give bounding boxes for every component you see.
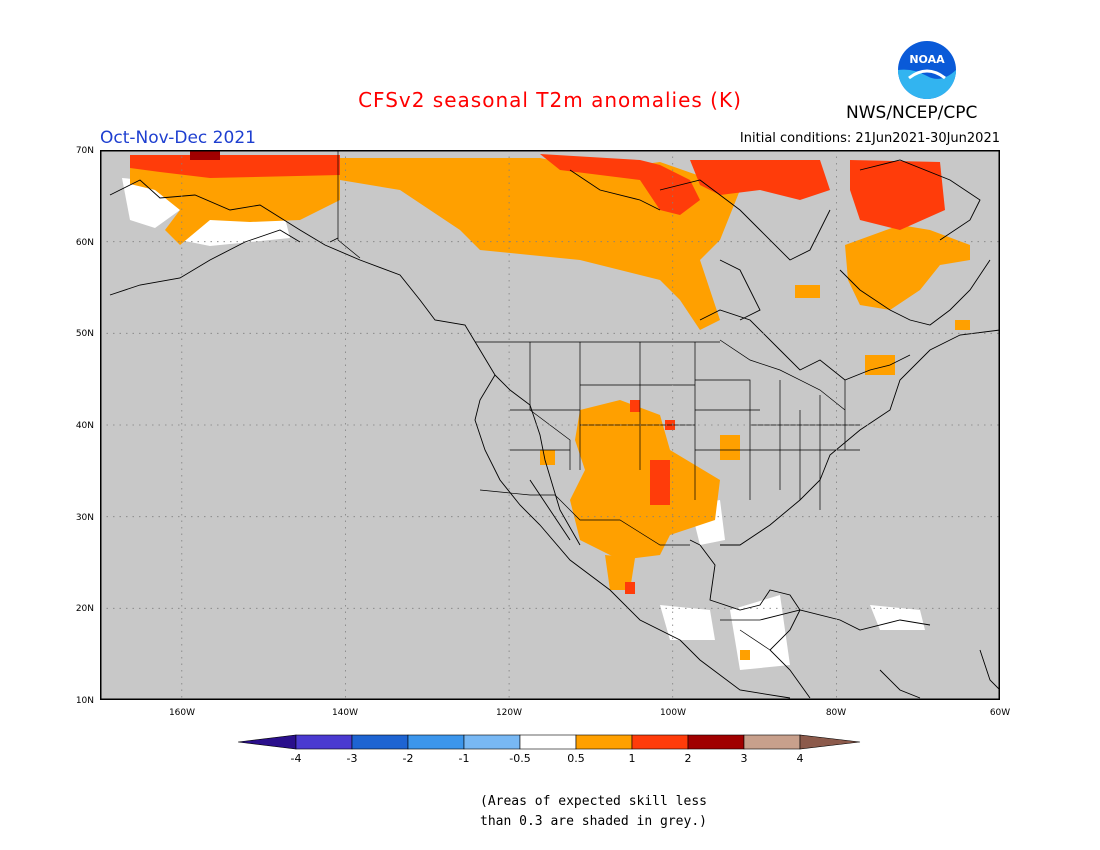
noaa-logo-text: NOAA — [909, 53, 945, 66]
legend-label: 1 — [628, 752, 636, 765]
legend-swatch — [743, 734, 801, 750]
legend-label: -3 — [346, 752, 358, 765]
chart-title: CFSv2 seasonal T2m anomalies (K) — [358, 88, 742, 112]
map-frame — [100, 150, 1000, 700]
anomaly-orange-areas — [130, 158, 970, 660]
lat-label: 60N — [76, 238, 94, 248]
lat-label: 20N — [76, 604, 94, 614]
legend-label: -2 — [402, 752, 414, 765]
lon-label: 160W — [169, 708, 195, 718]
legend-swatch — [799, 734, 861, 750]
legend-label: -0.5 — [509, 752, 531, 765]
season-label: Oct-Nov-Dec 2021 — [100, 128, 256, 148]
legend-swatch — [295, 734, 353, 750]
lat-label: 10N — [76, 696, 94, 706]
legend-swatch — [519, 734, 577, 750]
legend-label: 4 — [796, 752, 804, 765]
initial-conditions: Initial conditions: 21Jun2021-30Jun2021 — [739, 131, 1000, 146]
lat-label: 70N — [76, 146, 94, 156]
legend-swatch — [575, 734, 633, 750]
legend-label: 2 — [684, 752, 692, 765]
legend-label: -4 — [290, 752, 302, 765]
color-legend — [238, 734, 861, 750]
anomaly-darkred-area — [190, 150, 220, 160]
lon-label: 60W — [990, 708, 1010, 718]
legend-swatch — [407, 734, 465, 750]
lon-label: 140W — [332, 708, 358, 718]
lon-label: 100W — [660, 708, 686, 718]
legend-swatch — [463, 734, 521, 750]
legend-label: 0.5 — [567, 752, 585, 765]
anomaly-red-areas — [130, 154, 945, 594]
skill-note: (Areas of expected skill less than 0.3 a… — [480, 794, 707, 829]
lon-label: 120W — [496, 708, 522, 718]
legend-swatch — [238, 734, 297, 750]
agency-label: NWS/NCEP/CPC — [846, 103, 978, 123]
lat-label: 50N — [76, 329, 94, 339]
lat-label: 40N — [76, 421, 94, 431]
lat-label: 30N — [76, 513, 94, 523]
legend-label: -1 — [458, 752, 470, 765]
lon-label: 80W — [826, 708, 846, 718]
legend-swatch — [687, 734, 745, 750]
noaa-logo: NOAA — [898, 41, 956, 99]
legend-swatch — [351, 734, 409, 750]
gridlines — [100, 150, 1000, 700]
map-axes: 70N 60N 50N 40N 30N 20N 10N 160W 140W 12… — [76, 146, 1010, 718]
anomaly-map — [100, 150, 1000, 700]
legend-swatch — [631, 734, 689, 750]
legend-label: 3 — [740, 752, 748, 765]
